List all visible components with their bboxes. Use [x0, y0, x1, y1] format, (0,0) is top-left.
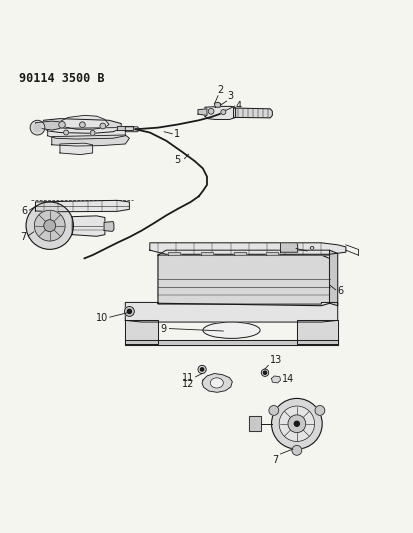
Circle shape	[100, 123, 105, 129]
Text: 2: 2	[216, 85, 223, 95]
Polygon shape	[125, 340, 337, 345]
Circle shape	[200, 368, 203, 371]
Circle shape	[287, 415, 305, 433]
Polygon shape	[200, 252, 213, 255]
Circle shape	[124, 306, 134, 316]
Polygon shape	[214, 102, 221, 107]
Text: 4: 4	[235, 101, 241, 111]
Circle shape	[90, 131, 95, 135]
Circle shape	[30, 120, 45, 135]
Circle shape	[291, 446, 301, 455]
Circle shape	[64, 130, 69, 135]
Circle shape	[59, 122, 65, 128]
Ellipse shape	[202, 322, 259, 338]
Text: 14: 14	[282, 374, 294, 384]
Circle shape	[208, 108, 214, 114]
Text: 9: 9	[161, 324, 166, 334]
Circle shape	[197, 365, 206, 374]
Bar	[249, 416, 261, 431]
Circle shape	[314, 406, 324, 415]
Text: 6: 6	[336, 286, 342, 296]
Polygon shape	[329, 250, 337, 306]
Circle shape	[294, 421, 299, 426]
Text: 1: 1	[173, 129, 179, 139]
Text: 10: 10	[96, 313, 108, 323]
Polygon shape	[72, 216, 104, 236]
Ellipse shape	[210, 378, 223, 388]
Circle shape	[79, 122, 85, 127]
Polygon shape	[233, 252, 245, 255]
Text: 7: 7	[20, 232, 26, 241]
Polygon shape	[52, 135, 129, 146]
Polygon shape	[296, 320, 337, 344]
Polygon shape	[47, 127, 125, 139]
Text: 12: 12	[181, 379, 193, 389]
Circle shape	[34, 124, 41, 131]
Text: 5: 5	[174, 155, 180, 165]
Circle shape	[263, 371, 266, 374]
Polygon shape	[36, 121, 60, 130]
Circle shape	[261, 369, 268, 376]
Polygon shape	[125, 320, 158, 344]
Polygon shape	[168, 252, 180, 255]
Polygon shape	[43, 119, 121, 133]
Polygon shape	[204, 107, 235, 119]
Circle shape	[268, 406, 278, 415]
Text: 6: 6	[21, 206, 27, 216]
Circle shape	[271, 399, 321, 449]
Circle shape	[221, 110, 225, 115]
Polygon shape	[280, 243, 297, 252]
Circle shape	[26, 202, 73, 249]
Polygon shape	[125, 127, 139, 132]
Polygon shape	[271, 376, 280, 383]
Polygon shape	[158, 255, 329, 306]
Polygon shape	[36, 200, 129, 212]
Polygon shape	[60, 143, 93, 155]
Text: 90114 3500 B: 90114 3500 B	[19, 72, 104, 85]
Polygon shape	[266, 252, 278, 255]
Text: 11: 11	[181, 373, 193, 383]
Polygon shape	[104, 222, 114, 231]
Polygon shape	[158, 250, 329, 255]
Circle shape	[34, 210, 65, 241]
Circle shape	[127, 309, 131, 313]
Text: 7: 7	[272, 455, 278, 465]
Polygon shape	[197, 109, 206, 115]
Circle shape	[278, 406, 314, 441]
Circle shape	[44, 220, 55, 231]
Polygon shape	[202, 374, 232, 392]
Text: 8: 8	[308, 246, 313, 256]
Text: 13: 13	[269, 354, 281, 365]
Polygon shape	[150, 243, 345, 254]
Polygon shape	[125, 302, 337, 322]
Text: 3: 3	[227, 91, 233, 101]
Polygon shape	[117, 126, 133, 130]
Bar	[249, 416, 261, 431]
Polygon shape	[233, 108, 272, 118]
Polygon shape	[60, 115, 109, 130]
